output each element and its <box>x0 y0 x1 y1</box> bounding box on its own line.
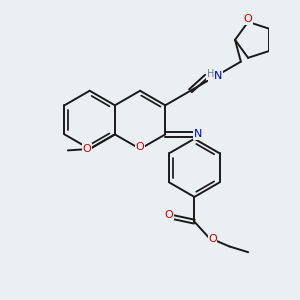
Text: O: O <box>208 71 217 81</box>
Text: O: O <box>244 14 253 24</box>
Text: H: H <box>207 69 214 80</box>
Text: O: O <box>136 142 145 152</box>
Text: O: O <box>208 234 217 244</box>
Text: N: N <box>214 71 223 81</box>
Text: O: O <box>82 144 91 154</box>
Text: N: N <box>194 129 202 140</box>
Text: O: O <box>164 210 173 220</box>
